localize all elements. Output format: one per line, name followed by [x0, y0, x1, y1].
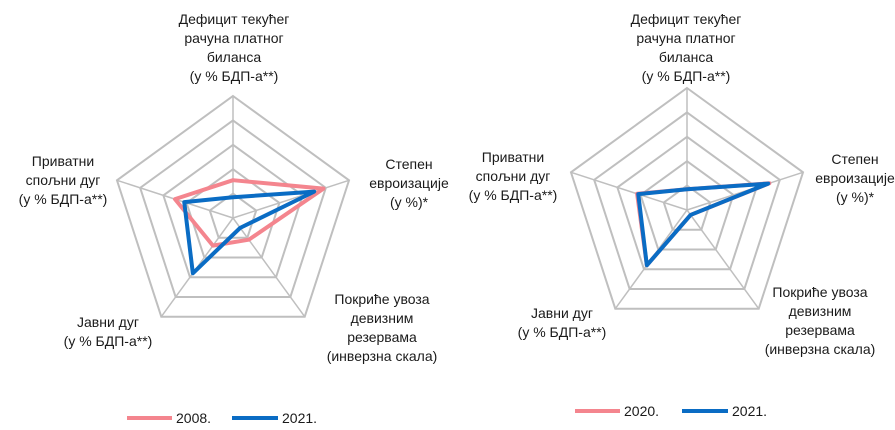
axis-label-4: Приватни спољни дуг (у % БДП-а**): [19, 153, 108, 207]
axis-label-0: Дефицит текућег рачуна платног биланса (у %…: [179, 11, 290, 84]
axis-label-3: Јавни дуг (у % БДП-а**): [518, 305, 607, 340]
legend-label-2021.: 2021.: [732, 403, 767, 419]
axis-label-0: Дефицит текућег рачуна платног биланса (у %…: [631, 11, 742, 84]
legend-label-2008.: 2008.: [176, 410, 211, 426]
axis-label-2: Покриће увоза девизним резервама (инверзна …: [327, 291, 438, 364]
axis-label-1: Степен евроизације (у %)*: [815, 151, 895, 205]
axis-label-3: Јавни дуг (у % БДП-а**): [64, 314, 153, 349]
radar-chart-left: Дефицит текућег рачуна платног биланса (у %…: [19, 11, 449, 426]
legend-label-2021.: 2021.: [282, 410, 317, 426]
axis-label-1: Степен евроизације (у %)*: [369, 156, 449, 210]
legend-label-2020.: 2020.: [624, 403, 659, 419]
axis-label-2: Покриће увоза девизним резервама (инверзна …: [765, 284, 876, 357]
radar-chart-right: Дефицит текућег рачуна платног биланса (у %…: [469, 11, 895, 419]
axis-label-4: Приватни спољни дуг (у % БДП-а**): [469, 149, 558, 203]
